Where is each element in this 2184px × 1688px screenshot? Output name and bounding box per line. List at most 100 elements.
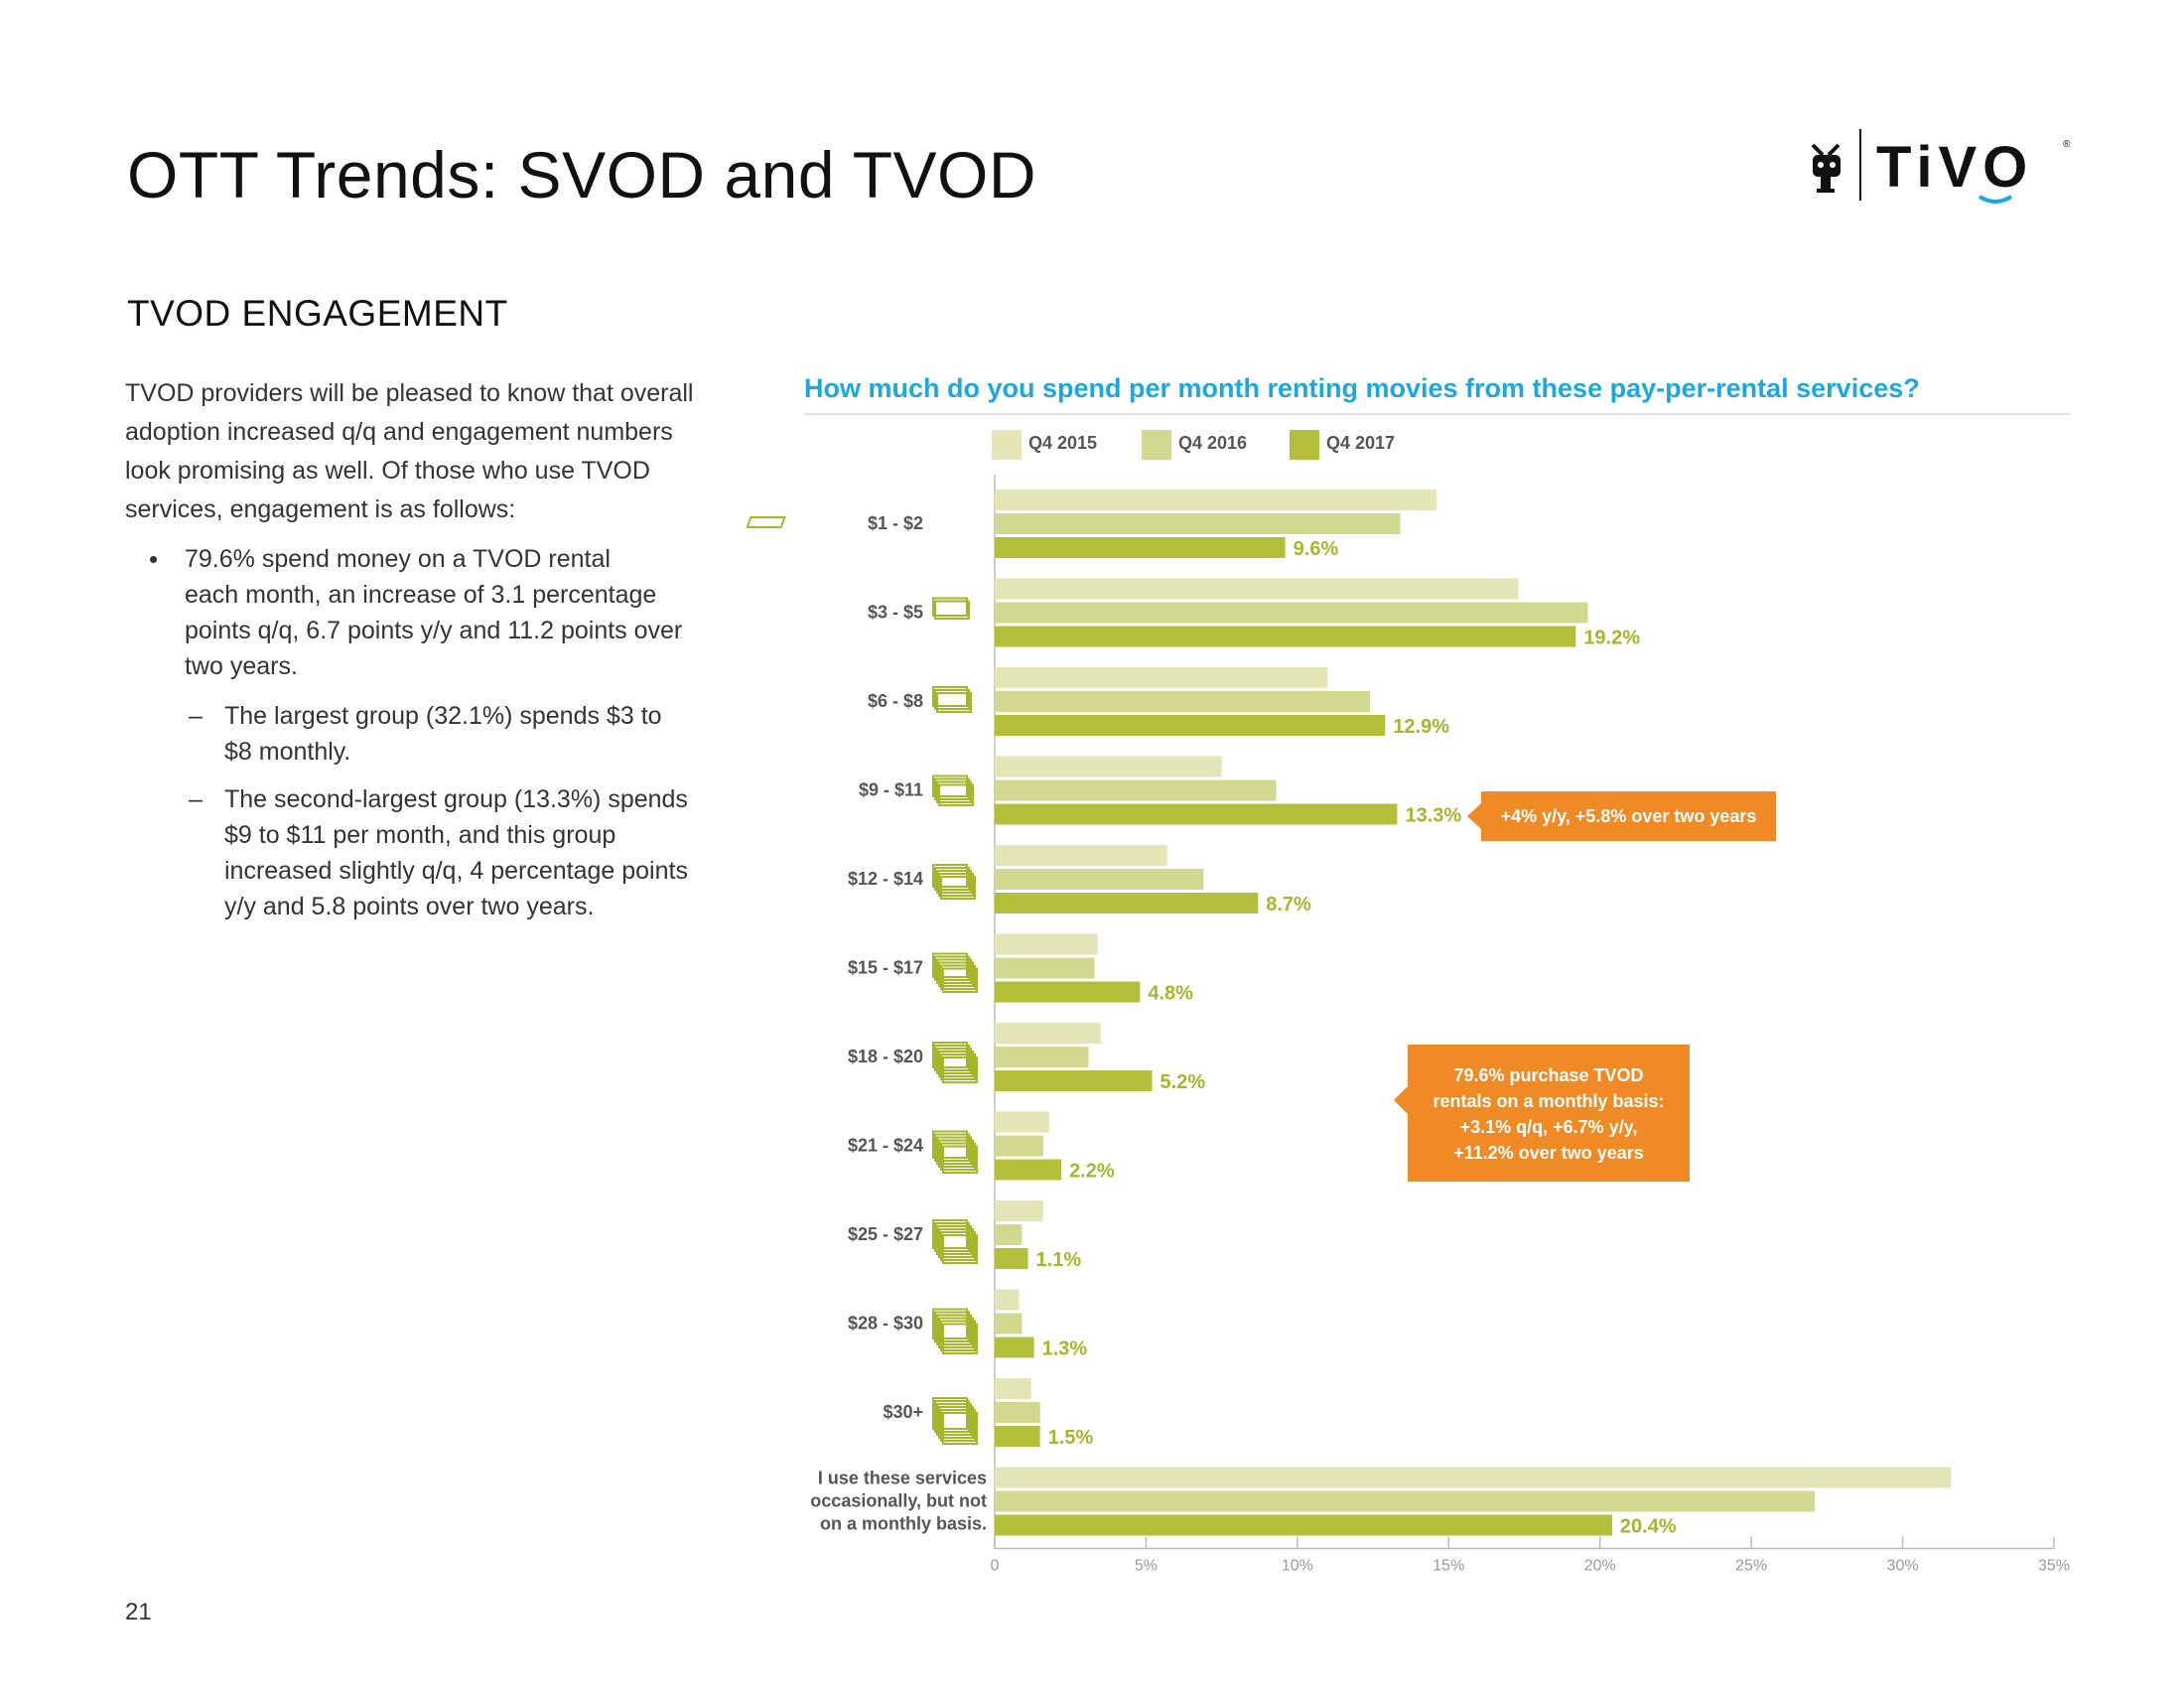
category-label: $12 - $14 (848, 869, 923, 889)
bar (995, 1224, 1023, 1245)
bar (995, 1111, 1049, 1133)
bar (995, 602, 1588, 624)
money-icon (934, 1311, 970, 1342)
category-label: on a monthly basis. (820, 1514, 987, 1534)
bar (995, 1378, 1031, 1399)
x-tick-label: 20% (1584, 1558, 1616, 1575)
page-title: OTT Trends: SVOD and TVOD (127, 138, 1037, 211)
sub-bullet-line: The largest group (32.1%) spends $3 to (224, 702, 662, 730)
money-icon (938, 873, 974, 897)
money-icon (932, 686, 968, 707)
money-icon (942, 1234, 978, 1264)
data-label: 5.2% (1160, 1071, 1206, 1093)
sub-bullet-dash: – (189, 702, 203, 730)
bar (995, 933, 1098, 955)
money-icon (932, 597, 968, 617)
intro-line: adoption increased q/q and engagement nu… (125, 418, 673, 446)
data-label: 8.7% (1266, 894, 1311, 915)
callout-line: +3.1% q/q, +6.7% y/y, (1459, 1117, 1638, 1137)
data-label: 2.2% (1069, 1161, 1115, 1183)
category-label: $9 - $11 (859, 780, 923, 800)
category-label: $18 - $20 (848, 1047, 923, 1066)
money-icon (934, 600, 970, 620)
bar (995, 537, 1286, 558)
bullet-line: points q/q, 6.7 points y/y and 11.2 poin… (185, 617, 683, 644)
bar (995, 803, 1398, 825)
intro-line: services, engagement is as follows: (125, 495, 516, 523)
bar (995, 1514, 1612, 1536)
svg-text:®: ® (2063, 139, 2071, 150)
money-icon (936, 1136, 972, 1165)
money-icon (932, 1130, 968, 1159)
legend-swatch (992, 430, 1022, 460)
bar (995, 691, 1371, 712)
intro-line: look promising as well. Of those who use… (125, 457, 650, 485)
bar (995, 490, 1437, 510)
category-label: $21 - $24 (848, 1136, 923, 1156)
money-icon (934, 1400, 970, 1433)
callout-monthly-total: 79.6% purchase TVOD rentals on a monthly… (1394, 1045, 1690, 1182)
bullet-line: two years. (185, 652, 298, 680)
bar (995, 1313, 1023, 1335)
sub-bullet-line: $8 monthly. (224, 738, 351, 766)
sub-bullet-line: The second-largest group (13.3%) spends (224, 785, 688, 813)
data-label: 20.4% (1620, 1516, 1677, 1538)
callout-line: rentals on a monthly basis: (1433, 1091, 1665, 1111)
bar (995, 1289, 1020, 1311)
money-icon (936, 1048, 972, 1074)
data-label: 13.3% (1405, 805, 1461, 827)
money-icon (940, 876, 976, 900)
bullet-line: 79.6% spend money on a TVOD rental (185, 545, 611, 573)
money-icon (940, 964, 976, 990)
money-icon (938, 783, 974, 806)
money-icon (940, 1142, 976, 1171)
category-label: $1 - $2 (868, 513, 923, 533)
bar (995, 756, 1222, 777)
chart-title: How much do you spend per month renting … (804, 373, 1920, 403)
money-icon (936, 1314, 972, 1345)
legend-label: Q4 2015 (1028, 433, 1097, 453)
category-label: $15 - $17 (848, 958, 923, 978)
tivo-mascot-icon (1811, 143, 1841, 193)
money-icon (942, 1056, 978, 1083)
money-icon (938, 1051, 974, 1077)
bar (995, 779, 1277, 801)
money-icon (936, 692, 972, 713)
money-icon (940, 1231, 976, 1261)
money-icon (938, 1139, 974, 1168)
bar (995, 957, 1095, 979)
money-icon (934, 1222, 970, 1252)
legend-swatch (1290, 430, 1319, 460)
bar (995, 869, 1204, 890)
bar (995, 667, 1328, 688)
bar (995, 1159, 1062, 1181)
bar (995, 1490, 1816, 1512)
x-tick-label: 10% (1282, 1558, 1313, 1575)
money-icon (934, 777, 970, 800)
callout-9-11: +4% y/y, +5.8% over two years (1467, 791, 1776, 841)
money-icon (938, 961, 974, 987)
category-label: $3 - $5 (868, 603, 923, 623)
money-icon (936, 1403, 972, 1436)
logo-text: TiVO (1876, 135, 2033, 200)
legend-label: Q4 2017 (1326, 433, 1395, 453)
money-icon (942, 1323, 978, 1354)
data-label: 1.5% (1048, 1427, 1094, 1449)
category-label: $6 - $8 (868, 691, 923, 711)
callout-line: +11.2% over two years (1453, 1143, 1644, 1163)
bar (995, 1023, 1101, 1044)
section-title: TVOD ENGAGEMENT (127, 293, 508, 334)
data-label: 1.3% (1042, 1338, 1088, 1360)
callout-line: 79.6% purchase TVOD (1453, 1065, 1644, 1085)
sub-bullet-line: y/y and 5.8 points over two years. (224, 893, 595, 920)
bar (995, 1070, 1153, 1091)
bar (995, 715, 1386, 736)
money-icon (934, 1133, 970, 1162)
tivo-logo: TiVO ® (1811, 129, 2071, 204)
x-tick-label: 30% (1887, 1558, 1919, 1575)
page-number: 21 (125, 1599, 152, 1625)
money-icon (942, 1145, 978, 1174)
category-label: I use these services (818, 1469, 987, 1488)
money-icon (936, 780, 972, 803)
